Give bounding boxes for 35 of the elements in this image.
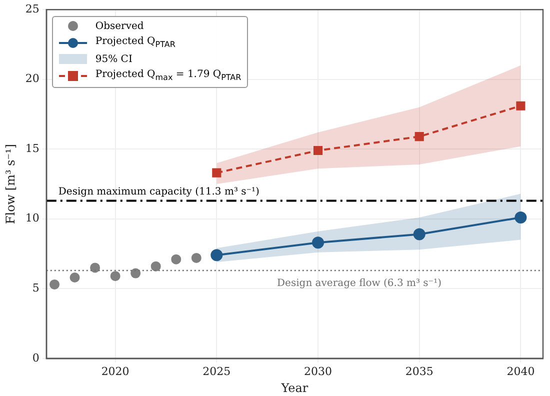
legend-label: Projected Q$_{max}$ = 1.79 Q$_{PTAR}$	[95, 68, 242, 84]
ref-line-label: Design maximum capacity (11.3 m³ s⁻¹)	[58, 186, 260, 198]
x-tick-label: 2035	[405, 364, 434, 378]
point	[90, 262, 100, 273]
point	[110, 271, 120, 282]
x-tick-label: 2030	[304, 364, 332, 378]
point	[130, 268, 141, 278]
point	[50, 279, 60, 290]
point	[313, 146, 323, 156]
y-axis-title: Flow [m³ s⁻¹]	[3, 144, 18, 224]
legend-label: Observed	[95, 20, 144, 34]
point	[312, 236, 324, 249]
point	[191, 252, 202, 263]
point	[212, 168, 222, 178]
x-axis-title: Year	[280, 380, 308, 395]
point	[70, 272, 80, 282]
point	[150, 261, 161, 272]
y-tick-label: 15	[25, 142, 40, 155]
y-tick-label: 20	[25, 72, 40, 86]
y-tick-label: 0	[32, 351, 40, 364]
point	[414, 132, 424, 142]
point	[516, 101, 526, 110]
y-tick-label: 10	[25, 212, 40, 225]
legend-label: Projected Q$_{PTAR}$	[95, 34, 176, 51]
point	[171, 254, 182, 264]
y-tick-label: 25	[25, 2, 40, 16]
point	[514, 211, 527, 224]
x-tick-label: 2020	[101, 364, 130, 378]
y-tick-label: 5	[32, 282, 40, 294]
x-tick-label: 2025	[202, 364, 231, 378]
annotation: 95% CI	[95, 52, 132, 67]
point	[413, 228, 426, 240]
point	[210, 249, 223, 262]
ref-line-label: Design average flow (6.3 m³ s⁻¹)	[277, 278, 442, 290]
x-tick-label: 2040	[506, 364, 535, 378]
